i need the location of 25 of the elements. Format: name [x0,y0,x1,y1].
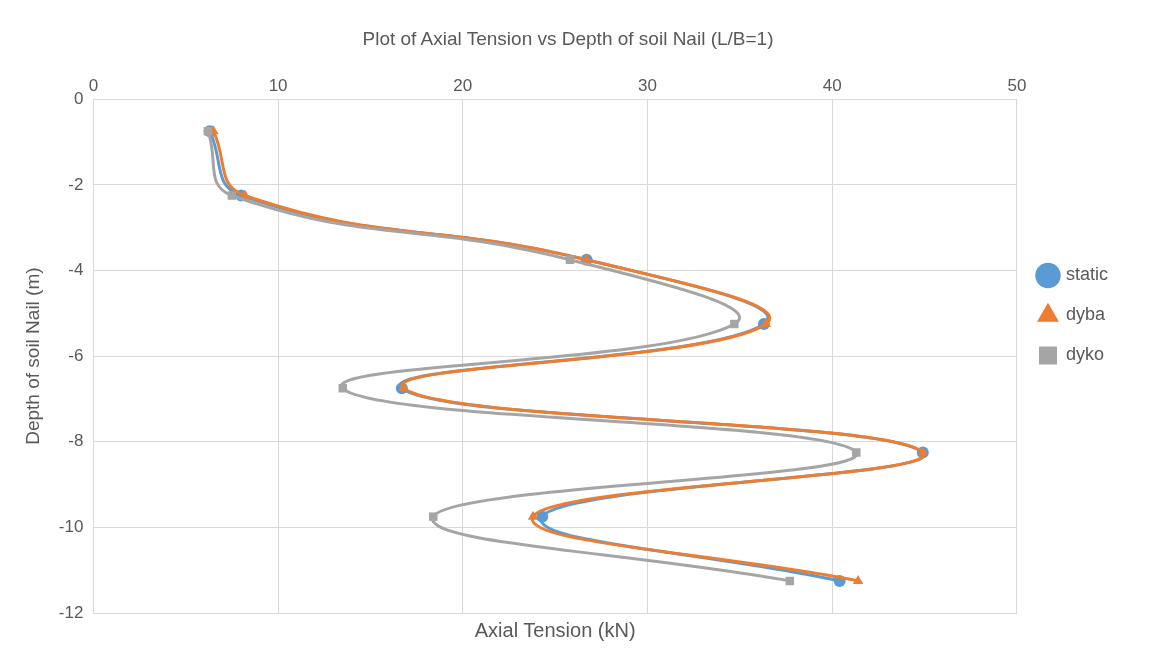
y-tick-label: -8 [68,431,84,451]
y-tick-label: 0 [73,88,84,108]
x-tick-label: 40 [822,75,842,95]
y-axis-title: Depth of soil Nail (m) [21,267,43,445]
point [730,319,739,329]
x-tick-label: 10 [268,75,288,95]
chart-title: Plot of Axial Tension vs Depth of soil Nail (L/B=1) [362,27,774,49]
point [852,574,864,584]
x-tick-label: 50 [1007,75,1027,95]
point [852,448,861,457]
y-tick-label: -4 [68,260,84,280]
point [227,191,237,200]
legend-label: static [1065,264,1108,285]
x-tick-label: 30 [638,75,657,95]
legend-label: dyba [1065,304,1107,325]
point [429,512,438,521]
point [527,510,539,520]
legend-label: dyko [1065,344,1105,365]
y-tick-label: -2 [68,174,84,194]
y-tick-label: -12 [58,602,84,622]
x-axis-title: Axial Tension (kN) [474,618,636,641]
y-tick-label: -10 [58,517,84,537]
x-tick-label: 0 [88,75,99,95]
x-tick-label: 20 [453,75,473,95]
y-tick-label: -6 [68,345,84,365]
